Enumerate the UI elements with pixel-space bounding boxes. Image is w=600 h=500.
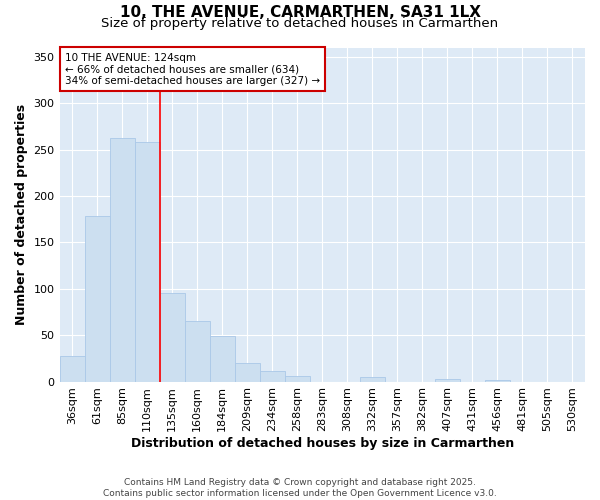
Bar <box>160 294 185 382</box>
Text: Size of property relative to detached houses in Carmarthen: Size of property relative to detached ho… <box>101 18 499 30</box>
Bar <box>110 138 134 382</box>
Bar <box>360 377 385 382</box>
X-axis label: Distribution of detached houses by size in Carmarthen: Distribution of detached houses by size … <box>131 437 514 450</box>
Bar <box>209 336 235 382</box>
Bar <box>185 322 209 382</box>
Bar <box>260 372 285 382</box>
Bar <box>134 142 160 382</box>
Bar <box>235 363 260 382</box>
Bar <box>285 376 310 382</box>
Bar <box>59 356 85 382</box>
Text: 10 THE AVENUE: 124sqm
← 66% of detached houses are smaller (634)
34% of semi-det: 10 THE AVENUE: 124sqm ← 66% of detached … <box>65 52 320 86</box>
Bar <box>485 380 510 382</box>
Y-axis label: Number of detached properties: Number of detached properties <box>15 104 28 325</box>
Bar <box>85 216 110 382</box>
Bar <box>435 379 460 382</box>
Text: 10, THE AVENUE, CARMARTHEN, SA31 1LX: 10, THE AVENUE, CARMARTHEN, SA31 1LX <box>119 5 481 20</box>
Text: Contains HM Land Registry data © Crown copyright and database right 2025.
Contai: Contains HM Land Registry data © Crown c… <box>103 478 497 498</box>
